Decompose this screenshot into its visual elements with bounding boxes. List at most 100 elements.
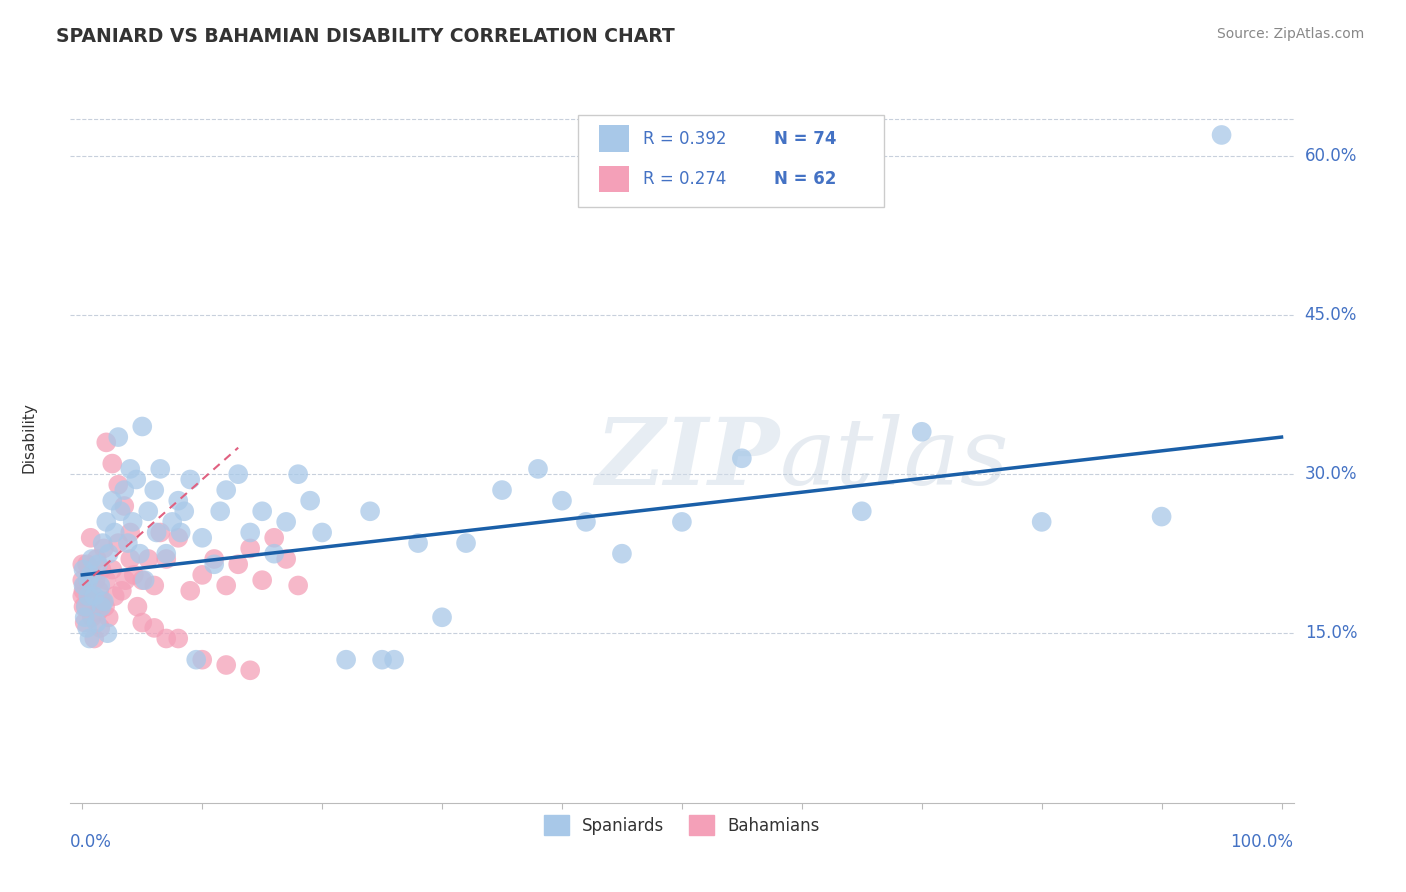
Point xyxy=(167,632,190,646)
Point xyxy=(155,547,177,561)
Point xyxy=(120,552,142,566)
Point xyxy=(93,594,115,608)
Point xyxy=(173,504,195,518)
Point xyxy=(125,473,148,487)
Point xyxy=(86,615,108,630)
Point xyxy=(87,605,110,619)
Point xyxy=(83,589,105,603)
Point xyxy=(215,483,238,497)
Text: Source: ZipAtlas.com: Source: ZipAtlas.com xyxy=(1216,27,1364,41)
Point xyxy=(155,552,177,566)
Text: SPANIARD VS BAHAMIAN DISABILITY CORRELATION CHART: SPANIARD VS BAHAMIAN DISABILITY CORRELAT… xyxy=(56,27,675,45)
Point xyxy=(117,536,139,550)
Point xyxy=(77,573,100,587)
Point xyxy=(430,610,453,624)
Point xyxy=(72,589,94,603)
Point xyxy=(143,621,166,635)
Point xyxy=(359,504,381,518)
Point xyxy=(202,558,225,572)
Point xyxy=(191,531,214,545)
Point xyxy=(79,567,101,582)
Point xyxy=(80,552,103,566)
Point xyxy=(77,589,100,603)
Point xyxy=(527,462,550,476)
Point xyxy=(114,573,136,587)
Point xyxy=(96,626,118,640)
Point xyxy=(91,536,114,550)
Point xyxy=(120,462,142,476)
Point xyxy=(101,493,124,508)
Point xyxy=(80,610,103,624)
Point xyxy=(287,578,309,592)
Point xyxy=(276,552,298,566)
Point xyxy=(107,477,129,491)
Point xyxy=(84,573,107,587)
Point xyxy=(143,483,166,497)
Point xyxy=(610,547,633,561)
Point xyxy=(136,504,159,518)
Point xyxy=(911,425,934,439)
Point xyxy=(111,583,134,598)
Text: 60.0%: 60.0% xyxy=(1305,147,1357,165)
Point xyxy=(250,573,273,587)
Point xyxy=(77,573,100,587)
Point xyxy=(215,578,238,592)
Text: 30.0%: 30.0% xyxy=(1305,466,1357,483)
Point xyxy=(167,493,190,508)
Point xyxy=(107,536,129,550)
Point xyxy=(382,653,405,667)
Point xyxy=(160,515,183,529)
Point xyxy=(110,504,132,518)
Point xyxy=(76,558,98,572)
Text: 0.0%: 0.0% xyxy=(70,833,112,851)
Point xyxy=(134,573,156,587)
Point xyxy=(155,632,177,646)
Point xyxy=(73,610,96,624)
Point xyxy=(72,599,94,614)
Point xyxy=(149,525,172,540)
Point xyxy=(131,419,153,434)
Point xyxy=(149,462,172,476)
Point xyxy=(263,531,285,545)
Point xyxy=(1031,515,1053,529)
Point xyxy=(83,632,105,646)
Point xyxy=(136,552,159,566)
Point xyxy=(131,573,153,587)
Text: 100.0%: 100.0% xyxy=(1230,833,1294,851)
Point xyxy=(122,567,145,582)
Point xyxy=(91,594,114,608)
Point xyxy=(239,541,262,556)
Point xyxy=(145,525,167,540)
Point xyxy=(226,558,249,572)
Point xyxy=(226,467,249,482)
Point xyxy=(82,567,104,582)
Point xyxy=(311,525,333,540)
Bar xyxy=(599,126,630,152)
Point xyxy=(335,653,357,667)
Point xyxy=(96,435,118,450)
Text: N = 74: N = 74 xyxy=(773,129,837,148)
Point xyxy=(90,563,112,577)
Point xyxy=(72,558,94,572)
Point xyxy=(72,563,94,577)
Point xyxy=(143,578,166,592)
Point xyxy=(73,578,96,592)
Point xyxy=(93,541,115,556)
Point xyxy=(1211,128,1233,142)
Point xyxy=(96,573,118,587)
Point xyxy=(167,531,190,545)
Point xyxy=(671,515,693,529)
Point xyxy=(239,525,262,540)
Point xyxy=(86,552,108,566)
Point xyxy=(79,531,101,545)
Point xyxy=(250,504,273,518)
Point xyxy=(215,658,238,673)
Legend: Spaniards, Bahamians: Spaniards, Bahamians xyxy=(537,808,827,842)
Point xyxy=(96,515,118,529)
Text: Disability: Disability xyxy=(21,401,37,473)
Point xyxy=(575,515,598,529)
Point xyxy=(299,493,322,508)
Point xyxy=(75,599,97,614)
Text: R = 0.274: R = 0.274 xyxy=(643,169,725,188)
Point xyxy=(75,599,97,614)
